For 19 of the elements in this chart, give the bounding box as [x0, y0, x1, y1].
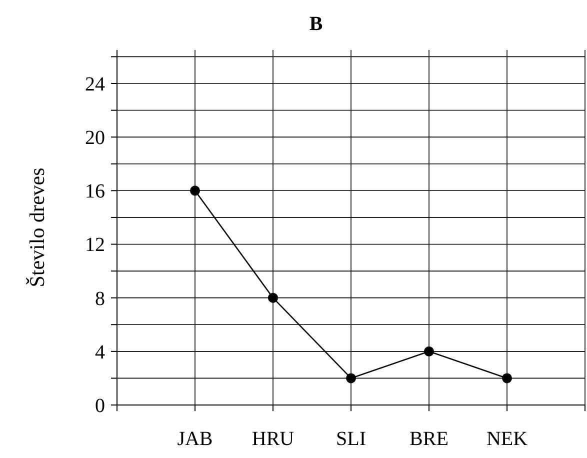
point: [424, 346, 434, 356]
y-tick-label: 8: [95, 288, 105, 310]
x-tick-label: JAB: [177, 428, 213, 450]
y-tick-label: 24: [85, 73, 105, 96]
point: [346, 373, 356, 384]
y-tick-label: 4: [95, 341, 105, 364]
x-tick-label: HRU: [252, 428, 295, 450]
y-tick-label: 16: [85, 180, 105, 203]
point: [190, 186, 200, 196]
y-tick-label: 12: [85, 234, 105, 256]
point: [502, 373, 512, 384]
x-tick-label: SLI: [336, 428, 366, 450]
x-tick-label: BRE: [410, 428, 448, 450]
y-tick-label: 20: [85, 127, 105, 150]
y-axis-title: Število dreves: [25, 168, 49, 288]
x-tick-label: NEK: [486, 428, 528, 450]
chart-title: B: [309, 13, 323, 35]
y-tick-label: 0: [95, 395, 105, 417]
point: [268, 292, 278, 303]
